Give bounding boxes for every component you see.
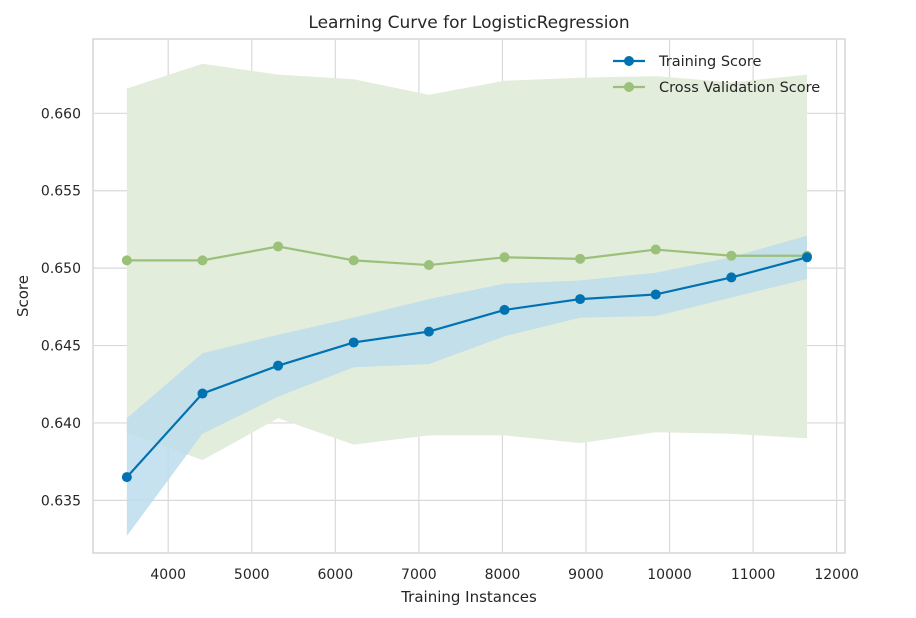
legend-marker-training-score [624, 56, 634, 66]
point-training-score [499, 304, 510, 315]
x-tick-label: 5000 [234, 567, 270, 583]
chart-title: Learning Curve for LogisticRegression [308, 13, 629, 33]
band-training-score [126, 235, 807, 536]
x-axis-label: Training Instances [400, 588, 537, 606]
point-cross-validation-score [121, 255, 132, 266]
point-cross-validation-score [726, 250, 737, 261]
x-tick-label: 11000 [731, 567, 776, 583]
legend-label-cross-validation-score: Cross Validation Score [659, 80, 820, 96]
y-tick-label: 0.645 [41, 339, 81, 355]
legend-label-training-score: Training Score [658, 54, 762, 70]
y-tick-label: 0.660 [41, 106, 81, 122]
legend: Training Score Cross Validation Score [613, 54, 820, 96]
point-training-score [273, 360, 284, 371]
y-tick-label: 0.640 [41, 416, 81, 432]
point-training-score [726, 272, 737, 283]
line-cross-validation-score [126, 245, 807, 267]
x-tick-label: 6000 [317, 567, 353, 583]
point-cross-validation-score [348, 255, 359, 266]
x-tick-label: 4000 [150, 567, 186, 583]
point-training-score [575, 294, 586, 305]
point-training-score [423, 326, 434, 337]
x-tick-label: 12000 [814, 567, 859, 583]
point-cross-validation-score [197, 255, 208, 266]
x-tick-label: 9000 [568, 567, 604, 583]
series-lines [121, 241, 812, 483]
y-tick-label: 0.635 [41, 493, 81, 509]
point-training-score [348, 337, 359, 348]
tick-labels: 4000 5000 6000 7000 8000 9000 10000 11000 12000 0… [41, 106, 859, 583]
point-cross-validation-score [273, 241, 284, 252]
point-training-score [121, 472, 132, 483]
point-training-score [801, 252, 812, 263]
x-tick-label: 10000 [647, 567, 692, 583]
point-cross-validation-score [423, 260, 434, 271]
x-tick-label: 8000 [485, 567, 521, 583]
legend-marker-cross-validation-score [624, 82, 634, 92]
point-cross-validation-score [499, 252, 510, 263]
line-training-score [126, 256, 808, 478]
y-axis-label: Score [14, 275, 32, 317]
point-cross-validation-score [650, 244, 661, 255]
y-tick-label: 0.650 [41, 261, 81, 277]
point-training-score [197, 388, 208, 399]
y-tick-label: 0.655 [41, 184, 81, 200]
x-tick-label: 7000 [401, 567, 437, 583]
point-training-score [650, 289, 661, 300]
point-cross-validation-score [575, 253, 586, 264]
